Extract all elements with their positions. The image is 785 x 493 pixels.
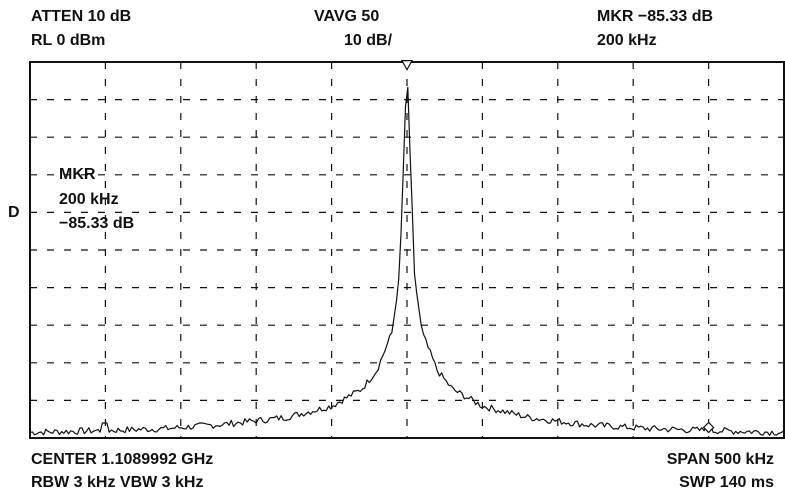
marker-frequency: 200 kHz (597, 32, 657, 49)
spectrum-trace (29, 86, 784, 436)
diamond-marker-icon (702, 421, 715, 434)
marker-readout: MKR −85.33 dB (597, 8, 714, 25)
plot-grid (30, 62, 784, 438)
vavg-label: VAVG 50 (314, 8, 380, 25)
sweep-label: SWP 140 ms (679, 474, 774, 491)
span-label: SPAN 500 kHz (666, 451, 774, 468)
marker-layer (400, 60, 715, 434)
side-marker-level: −85.33 dB (59, 215, 135, 232)
center-frequency-label: CENTER 1.1089992 GHz (31, 451, 214, 468)
trace-layer (29, 86, 784, 436)
atten-label: ATTEN 10 dB (31, 8, 132, 25)
peak-marker-icon (400, 60, 414, 71)
bandwidth-label: RBW 3 kHz VBW 3 kHz (31, 474, 204, 491)
scale-label: 10 dB/ (344, 32, 393, 49)
side-marker-frequency: 200 kHz (59, 191, 119, 208)
side-marker-title: MKR (59, 166, 96, 183)
detector-label: D (8, 204, 20, 221)
ref-level-label: RL 0 dBm (31, 32, 106, 49)
